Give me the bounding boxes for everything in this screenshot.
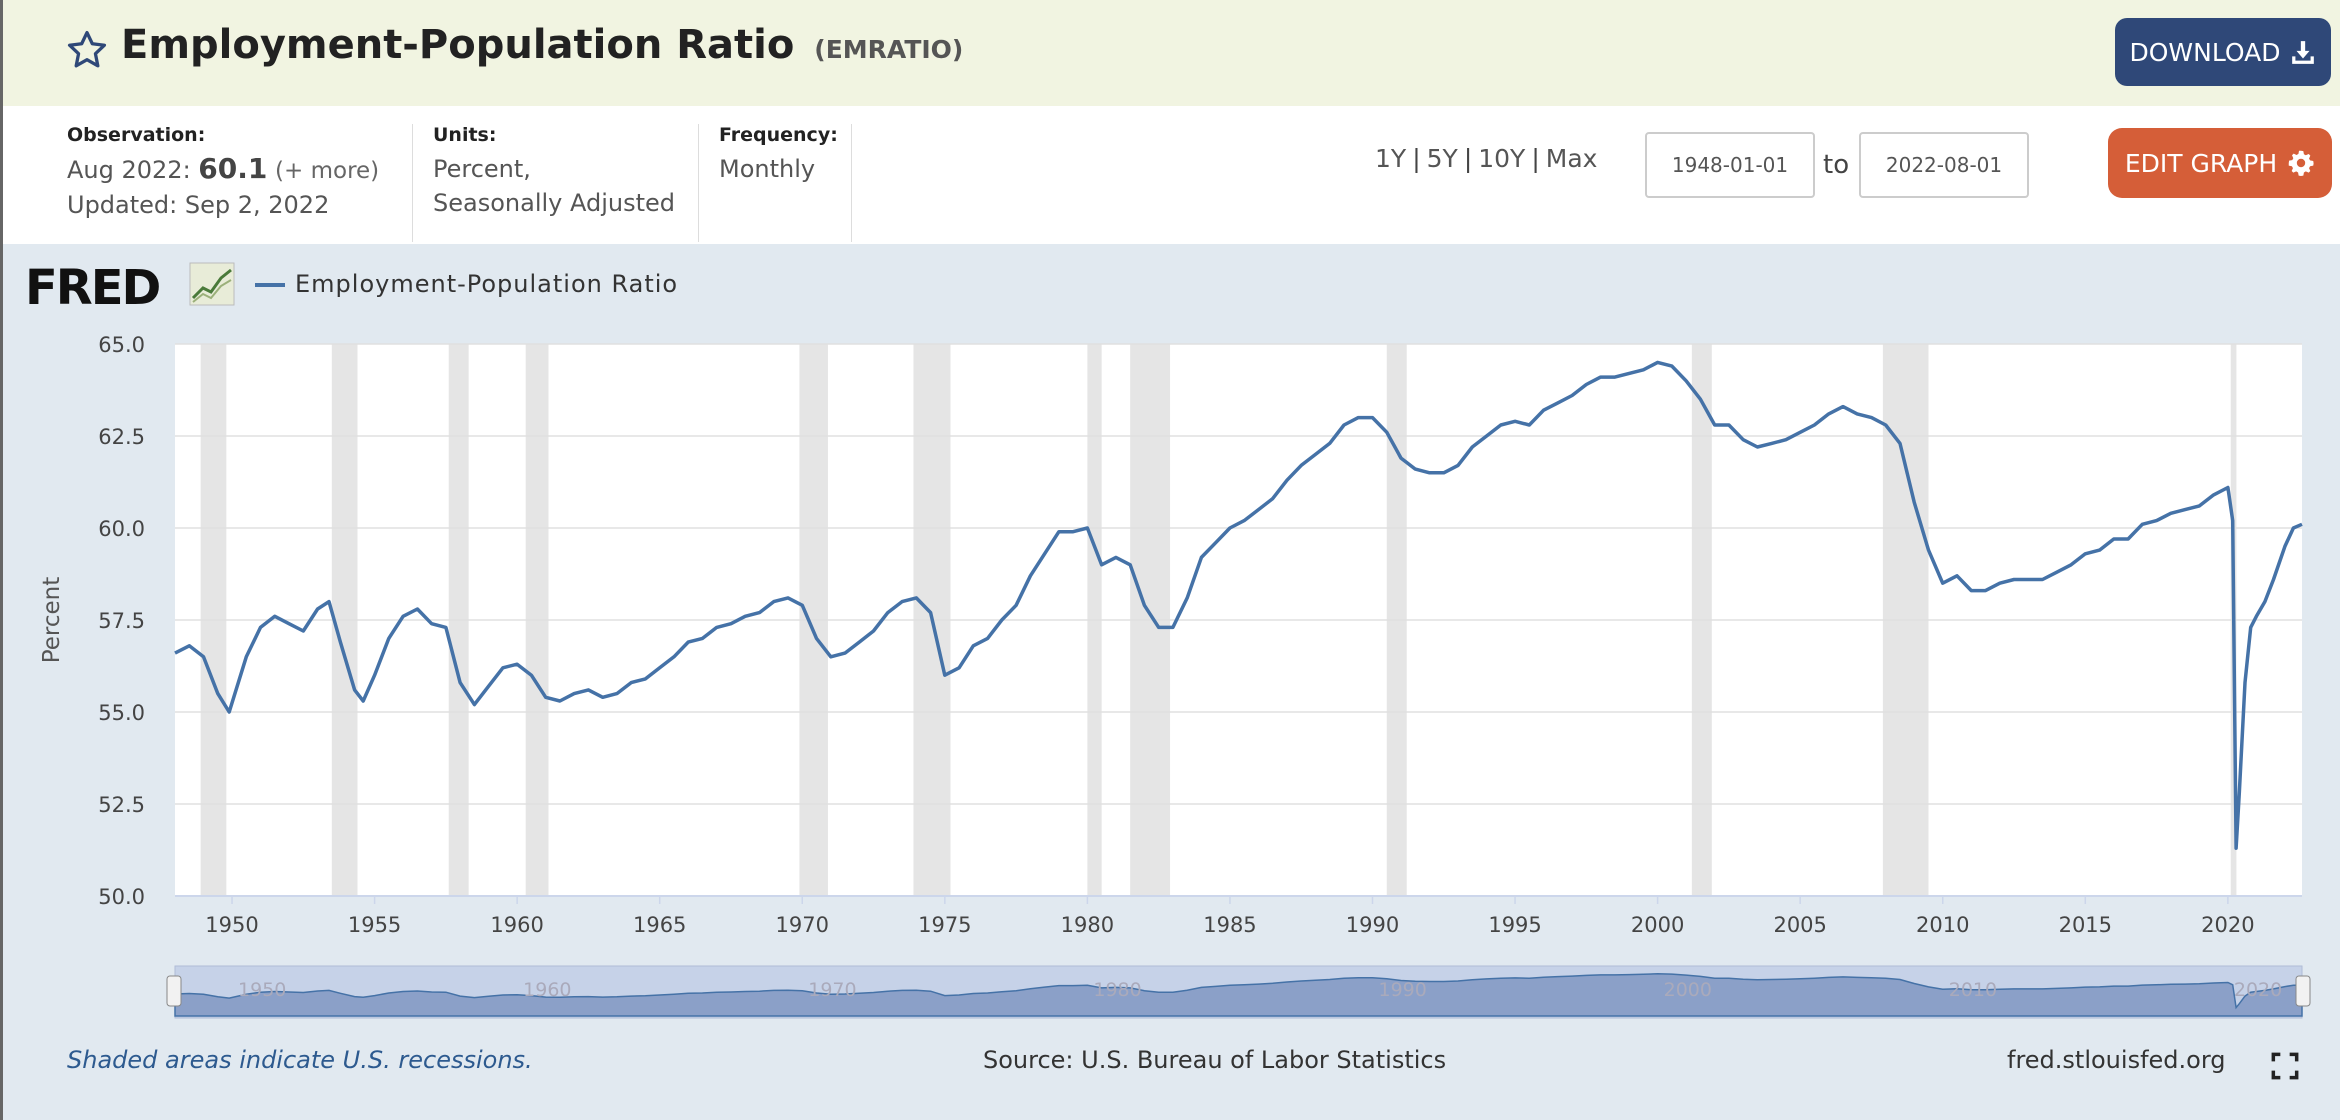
x-tick-label: 2010 (1916, 913, 1969, 937)
range-1y[interactable]: 1Y (1375, 144, 1407, 173)
series-title: Employment-Population Ratio (121, 22, 795, 68)
x-tick-label: 2005 (1773, 913, 1826, 937)
range-5y[interactable]: 5Y (1426, 144, 1458, 173)
y-tick-label: 50.0 (98, 885, 145, 909)
edit-graph-label: EDIT GRAPH (2124, 148, 2278, 178)
navigator-tick-label: 2010 (1949, 979, 1997, 1001)
x-tick-label: 1980 (1061, 913, 1114, 937)
range-selector: 1Y | 5Y | 10Y | Max (1375, 144, 1598, 173)
navigator-tick-label: 1990 (1379, 979, 1427, 1001)
x-tick-label: 1990 (1346, 913, 1399, 937)
download-label: DOWNLOAD (2129, 37, 2281, 67)
divider (412, 124, 413, 242)
to-label: to (1823, 150, 1850, 180)
observation-date: Aug 2022: (67, 156, 191, 184)
download-button[interactable]: DOWNLOAD (2115, 18, 2331, 86)
site-link[interactable]: fred.stlouisfed.org (2007, 1046, 2226, 1074)
observation-label: Observation: (67, 124, 206, 146)
range-max[interactable]: Max (1545, 144, 1598, 173)
navigator-area (174, 973, 2303, 1017)
observation-block: Observation: Aug 2022: 60.1 (+ more) Upd… (67, 124, 379, 222)
observation-value: 60.1 (198, 152, 268, 185)
line-chart: 50.0 52.5 55.0 57.5 60.0 62.5 65.0 1950 1955 196… (39, 333, 2311, 1019)
x-tick-label: 1970 (776, 913, 829, 937)
navigator-tick-label: 1970 (808, 979, 856, 1001)
x-tick-label: 1965 (633, 913, 686, 937)
y-tick-label: 65.0 (98, 333, 145, 357)
y-tick-label: 55.0 (98, 701, 145, 725)
x-tick-label: 1950 (205, 913, 258, 937)
frequency-value: Monthly (719, 155, 816, 183)
y-tick-label: 62.5 (98, 425, 145, 449)
x-tick-label: 1995 (1488, 913, 1541, 937)
date-to-input[interactable] (1859, 132, 2029, 198)
x-tick-label: 2020 (2201, 913, 2254, 937)
updated-date: Updated: Sep 2, 2022 (67, 191, 330, 219)
navigator-tick-label: 1960 (523, 979, 571, 1001)
page-title: Employment-Population Ratio (EMRATIO) (121, 22, 963, 68)
legend-label: Employment-Population Ratio (295, 270, 679, 298)
fullscreen-icon[interactable] (2271, 1052, 2299, 1080)
source-text: Source: U.S. Bureau of Labor Statistics (983, 1046, 1447, 1074)
series-id: (EMRATIO) (814, 35, 964, 64)
y-tick-label: 60.0 (98, 517, 145, 541)
fred-logo: FRED (25, 260, 161, 316)
frequency-label: Frequency: (719, 124, 838, 146)
y-tick-label: 57.5 (98, 609, 145, 633)
frequency-block: Frequency: Monthly (719, 124, 838, 186)
x-tick-label: 1960 (490, 913, 543, 937)
gear-icon (2288, 150, 2314, 176)
series-line (174, 360, 2303, 850)
range-10y[interactable]: 10Y (1478, 144, 1526, 173)
edit-graph-button[interactable]: EDIT GRAPH (2108, 128, 2332, 198)
recession-note: Shaded areas indicate U.S. recessions. (67, 1046, 533, 1074)
legend-swatch (255, 283, 285, 287)
star-icon[interactable] (65, 28, 109, 72)
navigator-right-handle[interactable] (2295, 975, 2311, 1007)
units-label: Units: (433, 124, 497, 146)
x-tick-label: 1955 (348, 913, 401, 937)
x-tick-label: 1975 (918, 913, 971, 937)
navigator-tick-label: 1950 (238, 979, 286, 1001)
navigator-tick-label: 2000 (1664, 979, 1712, 1001)
units-line2: Seasonally Adjusted (433, 189, 676, 217)
navigator-tick-label: 2020 (2234, 979, 2282, 1001)
chart-icon (189, 262, 235, 306)
series-meta: Observation: Aug 2022: 60.1 (+ more) Upd… (3, 106, 2340, 244)
y-axis-label: Percent (39, 577, 65, 664)
units-line1: Percent, (433, 155, 531, 183)
date-from-input[interactable] (1645, 132, 1815, 198)
divider (851, 124, 852, 242)
navigator[interactable]: 1950 1960 1970 1980 1990 2000 2010 2020 (166, 965, 2311, 1019)
x-tick-label: 1985 (1203, 913, 1256, 937)
navigator-tick-label: 1980 (1093, 979, 1141, 1001)
x-tick-label: 2000 (1631, 913, 1684, 937)
page-header: Employment-Population Ratio (EMRATIO) DO… (3, 0, 2340, 106)
more-link[interactable]: (+ more) (275, 158, 380, 184)
y-tick-label: 52.5 (98, 793, 145, 817)
navigator-left-handle[interactable] (166, 975, 182, 1007)
x-tick-label: 2015 (2059, 913, 2112, 937)
units-block: Units: Percent, Seasonally Adjusted (433, 124, 675, 220)
download-icon (2292, 41, 2315, 64)
divider (698, 124, 699, 242)
